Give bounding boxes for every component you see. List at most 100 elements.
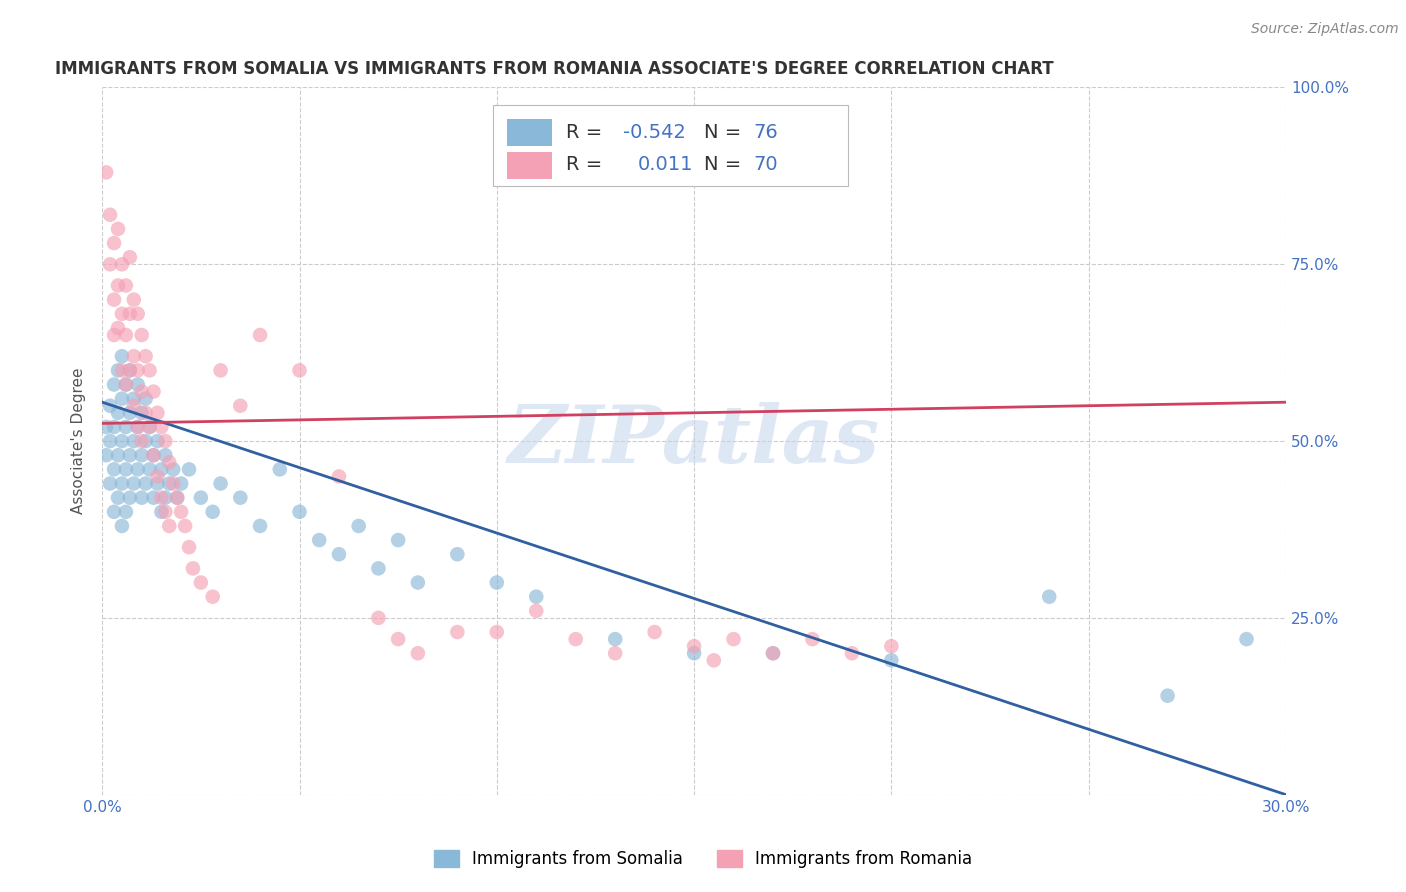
Point — [111, 349, 134, 363]
Point — [157, 519, 180, 533]
Point — [146, 406, 169, 420]
Point — [111, 257, 134, 271]
Text: Source: ZipAtlas.com: Source: ZipAtlas.com — [1251, 22, 1399, 37]
Point — [127, 377, 149, 392]
Point — [103, 236, 125, 251]
Point — [249, 519, 271, 533]
Point — [146, 434, 169, 448]
Point — [135, 476, 157, 491]
Point — [115, 420, 138, 434]
Point — [142, 448, 165, 462]
Point — [841, 646, 863, 660]
Point — [107, 363, 129, 377]
Point — [96, 165, 118, 179]
Point — [142, 491, 165, 505]
Point — [142, 384, 165, 399]
Point — [111, 434, 134, 448]
Point — [131, 491, 153, 505]
Point — [155, 491, 177, 505]
Point — [150, 420, 173, 434]
Text: IMMIGRANTS FROM SOMALIA VS IMMIGRANTS FROM ROMANIA ASSOCIATE'S DEGREE CORRELATIO: IMMIGRANTS FROM SOMALIA VS IMMIGRANTS FR… — [55, 60, 1053, 78]
Point — [118, 491, 141, 505]
Legend: Immigrants from Somalia, Immigrants from Romania: Immigrants from Somalia, Immigrants from… — [427, 843, 979, 875]
Point — [605, 646, 627, 660]
Point — [131, 448, 153, 462]
Point — [127, 363, 149, 377]
Point — [150, 505, 173, 519]
Point — [135, 434, 157, 448]
Text: -0.542: -0.542 — [623, 122, 686, 142]
Point — [135, 392, 157, 406]
Point — [406, 646, 429, 660]
Point — [644, 625, 666, 640]
Point — [155, 434, 177, 448]
Point — [181, 561, 204, 575]
Point — [118, 406, 141, 420]
Point — [269, 462, 291, 476]
Point — [111, 392, 134, 406]
Text: N =: N = — [703, 155, 747, 174]
Point — [111, 363, 134, 377]
Text: ZIPatlas: ZIPatlas — [508, 402, 880, 480]
Point — [308, 533, 330, 547]
Point — [142, 448, 165, 462]
Point — [98, 208, 121, 222]
Point — [146, 476, 169, 491]
Point — [103, 377, 125, 392]
Point — [347, 519, 370, 533]
Point — [406, 575, 429, 590]
Text: R =: R = — [567, 155, 609, 174]
Point — [328, 469, 350, 483]
Point — [150, 491, 173, 505]
Point — [157, 476, 180, 491]
Point — [190, 575, 212, 590]
Point — [157, 455, 180, 469]
Point — [683, 646, 706, 660]
Text: 0.011: 0.011 — [637, 155, 693, 174]
Point — [801, 632, 824, 646]
Point — [177, 462, 200, 476]
Point — [162, 462, 184, 476]
Point — [107, 406, 129, 420]
Point — [485, 575, 508, 590]
Point — [723, 632, 745, 646]
Point — [96, 420, 118, 434]
Point — [107, 448, 129, 462]
Point — [288, 363, 311, 377]
Point — [98, 434, 121, 448]
Point — [367, 561, 389, 575]
Point — [107, 278, 129, 293]
Point — [103, 462, 125, 476]
Point — [209, 363, 232, 377]
Point — [1156, 689, 1178, 703]
Point — [762, 646, 785, 660]
Point — [162, 476, 184, 491]
Point — [131, 328, 153, 343]
Point — [703, 653, 725, 667]
Point — [127, 420, 149, 434]
Point — [131, 406, 153, 420]
Point — [131, 384, 153, 399]
Point — [107, 222, 129, 236]
Point — [118, 363, 141, 377]
Point — [103, 420, 125, 434]
Point — [170, 476, 193, 491]
Point — [1038, 590, 1060, 604]
Point — [387, 632, 409, 646]
Point — [98, 257, 121, 271]
Point — [446, 625, 468, 640]
Point — [122, 349, 145, 363]
FancyBboxPatch shape — [508, 152, 553, 178]
Point — [122, 476, 145, 491]
Point — [96, 448, 118, 462]
Point — [107, 321, 129, 335]
Point — [166, 491, 188, 505]
Point — [762, 646, 785, 660]
Text: 70: 70 — [754, 155, 778, 174]
Point — [155, 505, 177, 519]
Point — [115, 462, 138, 476]
Point — [127, 307, 149, 321]
Point — [115, 377, 138, 392]
Point — [190, 491, 212, 505]
Point — [174, 519, 197, 533]
